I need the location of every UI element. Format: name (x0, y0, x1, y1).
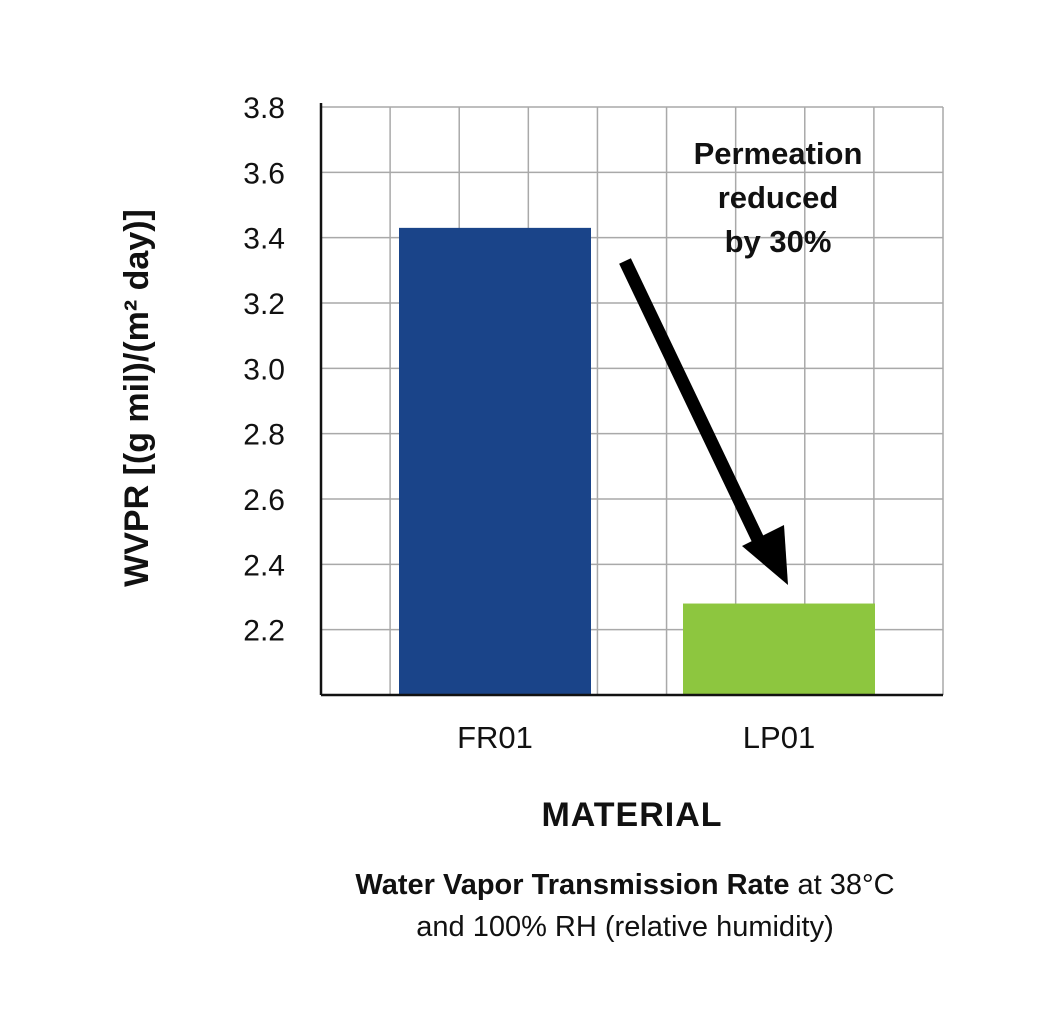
y-tick-label: 3.4 (243, 223, 285, 256)
x-tick-label: LP01 (743, 720, 815, 755)
arrow-shaft (619, 258, 768, 551)
y-tick-label: 3.6 (243, 157, 285, 190)
y-tick-label: 2.6 (243, 484, 285, 517)
axes (319, 103, 943, 697)
arrow-head (742, 525, 788, 585)
caption-bold: Water Vapor Transmission Rate (355, 869, 790, 901)
annotation-line-1: Permeation (694, 136, 863, 171)
reduction-arrow (619, 258, 788, 585)
bars (399, 227, 875, 695)
caption-rest: at 38°C (789, 869, 895, 901)
bar-lp01 (683, 603, 875, 695)
annotation-line-3: by 30% (725, 224, 832, 259)
y-tick-labels: 2.2 2.4 2.6 2.8 3.0 3.2 3.4 3.6 3.8 (243, 92, 285, 648)
y-axis-label: WVPR [(g mil)/(m² day)] (118, 209, 156, 587)
y-tick-label: 3.0 (243, 353, 285, 386)
bar-chart: 2.2 2.4 2.6 2.8 3.0 3.2 3.4 3.6 3.8 FR01 LP01 Per… (118, 92, 944, 834)
annotation-line-2: reduced (718, 180, 839, 215)
x-tick-label: FR01 (457, 720, 533, 755)
y-tick-label: 3.2 (243, 288, 285, 321)
x-category-labels: FR01 LP01 (457, 720, 815, 755)
caption: Water Vapor Transmission Rate at 38°C an… (250, 864, 1000, 948)
caption-line-1: Water Vapor Transmission Rate at 38°C (250, 864, 1000, 906)
x-axis-label: MATERIAL (541, 796, 722, 834)
y-tick-label: 2.2 (243, 615, 285, 648)
y-tick-label: 3.8 (243, 92, 285, 125)
caption-line-2: and 100% RH (relative humidity) (416, 911, 834, 943)
y-tick-label: 2.8 (243, 419, 285, 452)
bar-fr01 (399, 227, 591, 695)
y-tick-label: 2.4 (243, 549, 285, 582)
